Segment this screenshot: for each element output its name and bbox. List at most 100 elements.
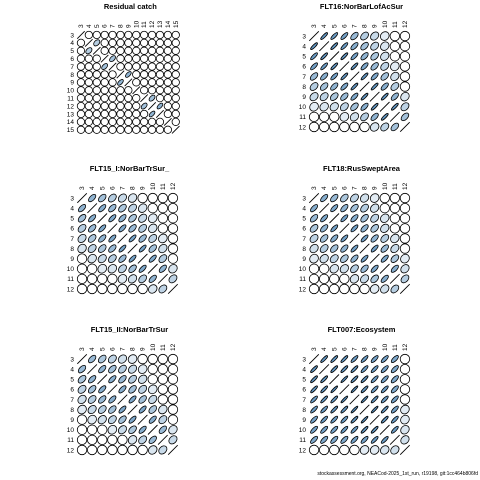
correlation-ellipse bbox=[157, 223, 169, 234]
correlation-ellipse bbox=[380, 274, 389, 283]
correlation-ellipse bbox=[350, 42, 359, 51]
correlation-ellipse bbox=[340, 395, 349, 404]
correlation-ellipse bbox=[359, 121, 370, 133]
correlation-ellipse bbox=[84, 101, 93, 111]
correlation-ellipse bbox=[379, 31, 390, 41]
column-label: 12 bbox=[402, 182, 409, 190]
correlation-ellipse bbox=[158, 233, 168, 244]
diagonal-mark bbox=[339, 61, 350, 72]
correlation-ellipse bbox=[320, 194, 329, 203]
correlation-ellipse bbox=[349, 283, 360, 295]
correlation-ellipse bbox=[380, 61, 390, 71]
correlation-ellipse bbox=[163, 54, 172, 63]
correlation-ellipse bbox=[128, 385, 137, 394]
correlation-ellipse bbox=[390, 122, 400, 132]
column-label: 4 bbox=[86, 24, 93, 28]
correlation-ellipse bbox=[340, 375, 349, 384]
diagonal-mark bbox=[127, 404, 138, 415]
correlation-ellipse bbox=[370, 425, 379, 434]
correlation-ellipse bbox=[399, 384, 411, 395]
correlation-ellipse bbox=[118, 224, 127, 233]
row-label: 3 bbox=[302, 33, 306, 40]
correlation-ellipse bbox=[389, 41, 401, 52]
correlation-ellipse bbox=[340, 234, 349, 243]
diagonal-mark bbox=[369, 253, 380, 264]
correlation-ellipse bbox=[124, 117, 133, 126]
correlation-ellipse bbox=[330, 244, 339, 253]
row-label: 8 bbox=[302, 407, 306, 414]
correlation-ellipse bbox=[339, 112, 350, 122]
correlation-ellipse bbox=[132, 109, 141, 119]
correlation-ellipse bbox=[330, 82, 339, 91]
correlation-ellipse bbox=[138, 213, 148, 223]
correlation-ellipse bbox=[360, 52, 369, 61]
correlation-ellipse bbox=[140, 109, 149, 119]
correlation-ellipse bbox=[310, 62, 318, 71]
correlation-ellipse bbox=[158, 243, 168, 254]
correlation-ellipse bbox=[360, 264, 369, 273]
correlation-ellipse bbox=[157, 384, 169, 395]
correlation-ellipse bbox=[92, 101, 101, 111]
correlation-ellipse bbox=[330, 385, 339, 394]
column-label: 9 bbox=[372, 347, 379, 351]
correlation-ellipse bbox=[399, 71, 411, 82]
correlation-ellipse bbox=[308, 283, 320, 295]
row-label: 6 bbox=[70, 387, 74, 394]
correlation-ellipse bbox=[137, 353, 148, 365]
correlation-ellipse bbox=[359, 193, 370, 203]
correlation-ellipse bbox=[138, 435, 148, 445]
correlation-ellipse bbox=[98, 193, 107, 203]
diagonal-mark bbox=[339, 223, 350, 234]
correlation-ellipse bbox=[124, 109, 133, 119]
correlation-ellipse bbox=[100, 94, 109, 103]
correlation-ellipse bbox=[84, 86, 93, 95]
correlation-ellipse bbox=[138, 425, 147, 434]
correlation-ellipse bbox=[76, 424, 88, 435]
row-label: 5 bbox=[70, 216, 74, 223]
column-label: 7 bbox=[119, 347, 126, 351]
correlation-ellipse bbox=[309, 253, 319, 264]
correlation-ellipse bbox=[117, 434, 128, 446]
correlation-ellipse bbox=[330, 62, 339, 71]
correlation-ellipse bbox=[370, 365, 379, 374]
correlation-ellipse bbox=[390, 264, 399, 273]
column-label: 5 bbox=[99, 347, 106, 351]
correlation-ellipse bbox=[320, 435, 329, 444]
row-label: 6 bbox=[302, 387, 306, 394]
diagonal-mark bbox=[349, 71, 360, 82]
correlation-ellipse bbox=[330, 395, 339, 404]
correlation-ellipse bbox=[330, 32, 339, 40]
correlation-ellipse bbox=[118, 385, 127, 394]
correlation-ellipse bbox=[310, 375, 318, 384]
row-label: 4 bbox=[302, 43, 306, 50]
correlation-ellipse bbox=[100, 125, 109, 134]
correlation-ellipse bbox=[390, 415, 399, 424]
correlation-ellipse bbox=[390, 395, 399, 404]
correlation-ellipse bbox=[399, 223, 411, 234]
row-label: 8 bbox=[302, 246, 306, 253]
correlation-ellipse bbox=[155, 62, 165, 71]
correlation-ellipse bbox=[76, 283, 88, 295]
correlation-ellipse bbox=[369, 193, 380, 203]
column-label: 4 bbox=[321, 186, 328, 190]
correlation-ellipse bbox=[370, 435, 379, 444]
diagonal-mark bbox=[319, 203, 330, 214]
correlation-ellipse bbox=[350, 355, 359, 363]
correlation-ellipse bbox=[380, 213, 390, 223]
correlation-ellipse bbox=[390, 254, 400, 263]
correlation-ellipse bbox=[85, 47, 93, 55]
correlation-ellipse bbox=[340, 193, 349, 203]
correlation-ellipse bbox=[158, 404, 168, 415]
correlation-ellipse bbox=[132, 62, 141, 71]
panel-title: FLT18:RusSweptArea bbox=[323, 164, 401, 173]
correlation-ellipse bbox=[330, 425, 339, 434]
correlation-ellipse bbox=[350, 264, 359, 274]
correlation-ellipse bbox=[340, 214, 349, 223]
column-label: 7 bbox=[110, 24, 117, 28]
row-label: 11 bbox=[299, 114, 306, 121]
correlation-ellipse bbox=[167, 394, 179, 405]
diagonal-mark bbox=[124, 78, 133, 87]
correlation-ellipse bbox=[163, 46, 172, 55]
correlation-ellipse bbox=[87, 434, 98, 446]
correlation-ellipse bbox=[370, 203, 380, 213]
